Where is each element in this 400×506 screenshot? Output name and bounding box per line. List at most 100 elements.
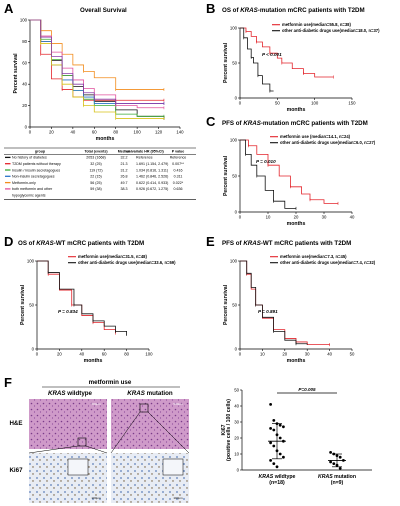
x-tick-label: 80 bbox=[124, 352, 129, 357]
table-cell: 119 (72) bbox=[89, 168, 102, 172]
panel-a-title: Overall Survival bbox=[80, 7, 127, 14]
table-cell: Non-insulin secretagogues bbox=[12, 175, 55, 179]
series-line-0 bbox=[240, 260, 330, 345]
data-point bbox=[329, 460, 332, 464]
scale-bar-bottom-right: 100μm bbox=[173, 496, 183, 500]
x-axis-label: months bbox=[96, 136, 115, 142]
data-point bbox=[272, 444, 276, 448]
x-tick-label: 40 bbox=[79, 352, 84, 357]
chart-os-kras-mutation: 0 50 100 150 0 50 100 months Percent survival met… bbox=[223, 22, 380, 113]
x-tick-label: 30 bbox=[322, 215, 327, 220]
table-cell: 59 (38) bbox=[90, 187, 101, 191]
chart-os-kras-wt: 0 20 40 60 80 100 0 50 100 months Percent survival… bbox=[20, 254, 176, 364]
y-axis-label: Percent survival bbox=[223, 155, 229, 196]
row-he: H&E bbox=[9, 420, 22, 427]
table-cell: 1.691 (1.154, 2.479) bbox=[136, 162, 168, 166]
x-tick-label: 20 bbox=[57, 352, 62, 357]
table-cell: 2053 (1668) bbox=[86, 156, 105, 160]
table-cell: 0.416 bbox=[174, 168, 183, 172]
panel-e-title: PFS of KRAS-WT mCRC patients with T2DM bbox=[222, 240, 351, 247]
data-point bbox=[278, 423, 282, 427]
legend-label-1: other anti-diabetic drugs use(median=6.0… bbox=[280, 140, 376, 145]
series-line-1 bbox=[240, 27, 274, 92]
p-value: P < 0.001 bbox=[262, 52, 282, 57]
data-point bbox=[338, 467, 342, 470]
table-cell: 21.3 bbox=[121, 162, 128, 166]
x-tick-label: 80 bbox=[113, 130, 118, 135]
table-cell: No history of diabetes bbox=[12, 156, 47, 160]
y-tick-label: 50 bbox=[232, 303, 237, 308]
series-line-0 bbox=[240, 139, 338, 204]
x-tick-label: 0 bbox=[36, 352, 39, 357]
data-point bbox=[269, 427, 272, 430]
x-tick-label: 60 bbox=[102, 352, 107, 357]
x-tick-label: 60 bbox=[92, 130, 97, 135]
x-tick-label: 50 bbox=[350, 352, 355, 357]
table-header-3: univariate HR (95%CI) bbox=[126, 150, 164, 154]
series-line-7 bbox=[30, 19, 164, 104]
table-cell: 56 (25) bbox=[90, 181, 101, 185]
table-cell: 0.022* bbox=[173, 181, 184, 185]
table-cell: 0.926 (0.672, 1.275) bbox=[136, 187, 168, 191]
y-axis-label: Percent survival bbox=[13, 53, 19, 94]
y-tick-label: 20 bbox=[22, 103, 27, 108]
table-cell: both metformin and other bbox=[12, 187, 53, 191]
x-tick-label: 0 bbox=[29, 130, 32, 135]
table-header-1: Total (events) bbox=[84, 150, 108, 154]
y-tick-label: 0 bbox=[237, 468, 240, 473]
x-axis-label: months bbox=[287, 358, 306, 364]
series-line-1 bbox=[240, 260, 308, 345]
y-tick-label: 100 bbox=[230, 26, 238, 31]
data-point bbox=[338, 455, 342, 459]
data-point bbox=[272, 462, 276, 465]
chart-pfs-kras-wt: 0 10 20 30 40 50 0 50 100 months Percent survival m… bbox=[223, 254, 376, 364]
y-axis-label: Ki67 bbox=[221, 424, 227, 435]
category-label: KRAS wildtype bbox=[259, 474, 296, 480]
chart-overall-survival: 0 20 40 60 80 100 120 140 0 20 40 60 80 100 months Perc… bbox=[13, 18, 184, 143]
p-value: P = 0.834 bbox=[58, 309, 78, 314]
panel-label-f: F bbox=[4, 375, 12, 390]
x-tick-label: 0 bbox=[239, 352, 242, 357]
x-tick-label: 0 bbox=[239, 215, 242, 220]
y-tick-label: 0 bbox=[32, 347, 35, 352]
x-tick-label: 120 bbox=[155, 130, 163, 135]
table-cell: 32.2 bbox=[121, 156, 128, 160]
y-tick-label: 50 bbox=[29, 303, 34, 308]
series-line-0 bbox=[37, 260, 116, 334]
table-cell: 0.636 bbox=[174, 187, 183, 191]
y-tick-label: 0 bbox=[25, 125, 28, 130]
panel-b-title: OS of KRAS-mutation mCRC patients with T… bbox=[222, 7, 365, 14]
table-cell: 0.311 bbox=[174, 175, 183, 179]
micrograph-panel: metformin use KRAS wildtype KRAS mutatio… bbox=[9, 379, 190, 503]
table-header-0: group bbox=[35, 150, 46, 154]
series-line-3 bbox=[30, 19, 164, 104]
x-tick-label: 150 bbox=[348, 101, 356, 106]
y-axis-label: Percent survival bbox=[223, 284, 229, 325]
y-tick-label: 50 bbox=[234, 388, 239, 393]
table-cell: 1.462 (0.846, 2.526) bbox=[136, 175, 168, 179]
category-label: KRAS mutation bbox=[318, 474, 356, 480]
x-axis-label: months bbox=[84, 358, 103, 364]
legend-label-1: other anti-diabetic drugs use(median=33.… bbox=[78, 260, 176, 265]
scale-bar-top-right: 500μm bbox=[173, 402, 183, 406]
y-axis-label: Percent survival bbox=[223, 42, 229, 83]
y-tick-label: 100 bbox=[230, 138, 238, 143]
table-cell: Reference bbox=[170, 156, 187, 160]
y-tick-label: 80 bbox=[22, 39, 27, 44]
x-axis-label: months bbox=[287, 221, 306, 227]
data-point bbox=[278, 452, 282, 456]
category-count: (n=18) bbox=[269, 480, 285, 486]
data-point bbox=[332, 462, 336, 465]
table-cell: 32 (25) bbox=[90, 162, 101, 166]
series-line-1 bbox=[37, 260, 127, 336]
y-tick-label: 10 bbox=[234, 452, 239, 457]
table-cell: Metformin-only bbox=[12, 181, 36, 185]
x-tick-label: 10 bbox=[266, 215, 271, 220]
series-line-4 bbox=[30, 19, 164, 90]
y-tick-label: 100 bbox=[230, 259, 238, 264]
p-value: P = 0.891 bbox=[258, 309, 278, 314]
table-cell: 38.3 bbox=[121, 187, 128, 191]
x-tick-label: 30 bbox=[305, 352, 310, 357]
row-ki67: Ki67 bbox=[9, 467, 23, 474]
